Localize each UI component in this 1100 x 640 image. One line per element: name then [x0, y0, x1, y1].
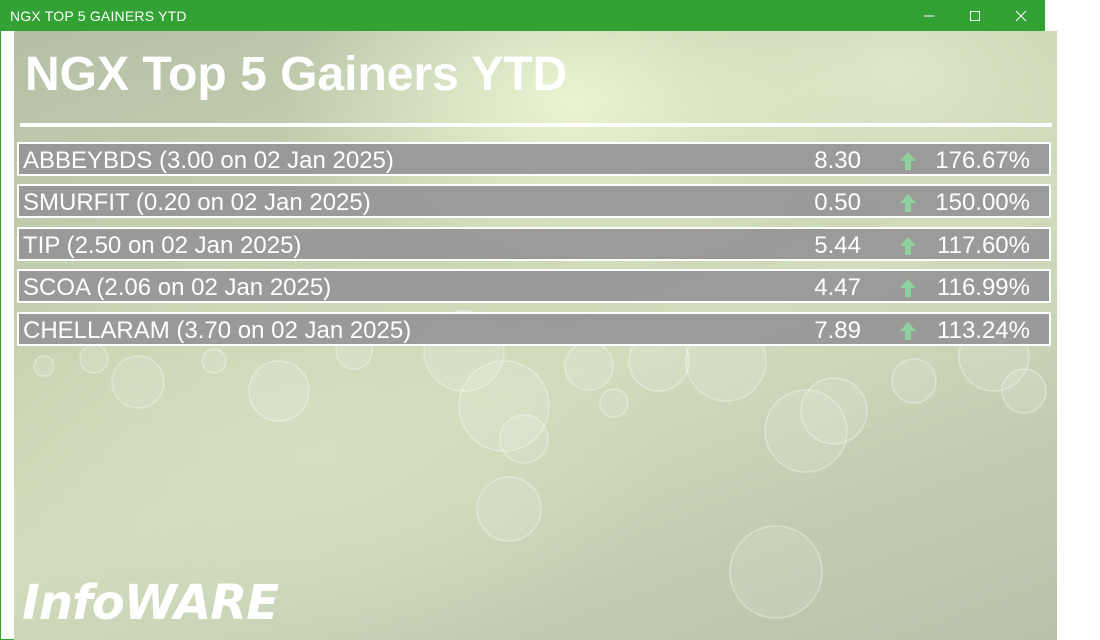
app-content: NGX Top 5 Gainers YTD ABBEYBDS (3.00 on … — [14, 31, 1057, 640]
brand-logo: InfoWARE — [22, 575, 279, 631]
arrow-up-icon — [900, 279, 916, 297]
arrow-up-icon — [900, 322, 916, 340]
gainer-row: SMURFIT (0.20 on 02 Jan 2025) 0.50 150.0… — [17, 184, 1051, 218]
gainer-row: SCOA (2.06 on 02 Jan 2025) 4.47 116.99% — [17, 269, 1051, 303]
arrow-up-icon — [900, 194, 916, 212]
gainer-row: TIP (2.50 on 02 Jan 2025) 5.44 117.60% — [17, 227, 1051, 261]
close-icon — [1015, 10, 1027, 22]
gainer-change: 117.60% — [937, 232, 1030, 259]
gainer-change: 150.00% — [935, 189, 1030, 216]
gainer-price: 0.50 — [814, 189, 861, 216]
gainer-price: 5.44 — [814, 232, 861, 259]
app-window: NGX TOP 5 GAINERS YTD — [0, 0, 1045, 640]
gainer-price: 7.89 — [814, 317, 861, 344]
maximize-icon — [970, 11, 980, 21]
maximize-button[interactable] — [952, 0, 998, 31]
close-button[interactable] — [998, 0, 1044, 31]
gainer-label: SCOA (2.06 on 02 Jan 2025) — [23, 274, 332, 301]
minimize-button[interactable] — [906, 0, 952, 31]
page-title: NGX Top 5 Gainers YTD — [25, 48, 568, 101]
arrow-up-icon — [900, 237, 916, 255]
arrow-up-icon — [900, 152, 916, 170]
gainer-row: CHELLARAM (3.70 on 02 Jan 2025) 7.89 113… — [17, 312, 1051, 346]
gainer-row: ABBEYBDS (3.00 on 02 Jan 2025) 8.30 176.… — [17, 142, 1051, 176]
title-divider — [20, 123, 1052, 127]
title-bar[interactable]: NGX TOP 5 GAINERS YTD — [1, 0, 1045, 31]
gainer-label: SMURFIT (0.20 on 02 Jan 2025) — [23, 189, 371, 216]
gainer-price: 4.47 — [814, 274, 861, 301]
window-title: NGX TOP 5 GAINERS YTD — [10, 8, 187, 24]
gainer-change: 113.24% — [937, 317, 1030, 344]
gainer-label: CHELLARAM (3.70 on 02 Jan 2025) — [23, 317, 412, 344]
gainer-price: 8.30 — [814, 147, 861, 174]
gainer-change: 116.99% — [937, 274, 1030, 301]
gainer-change: 176.67% — [935, 147, 1030, 174]
minimize-icon — [924, 15, 934, 17]
gainer-label: ABBEYBDS (3.00 on 02 Jan 2025) — [23, 147, 394, 174]
gainer-label: TIP (2.50 on 02 Jan 2025) — [23, 232, 302, 259]
